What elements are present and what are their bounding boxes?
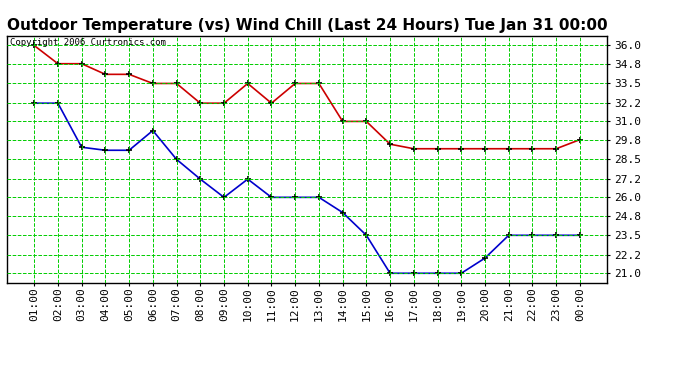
Text: Copyright 2006 Curtronics.com: Copyright 2006 Curtronics.com xyxy=(10,38,166,47)
Title: Outdoor Temperature (vs) Wind Chill (Last 24 Hours) Tue Jan 31 00:00: Outdoor Temperature (vs) Wind Chill (Las… xyxy=(7,18,607,33)
